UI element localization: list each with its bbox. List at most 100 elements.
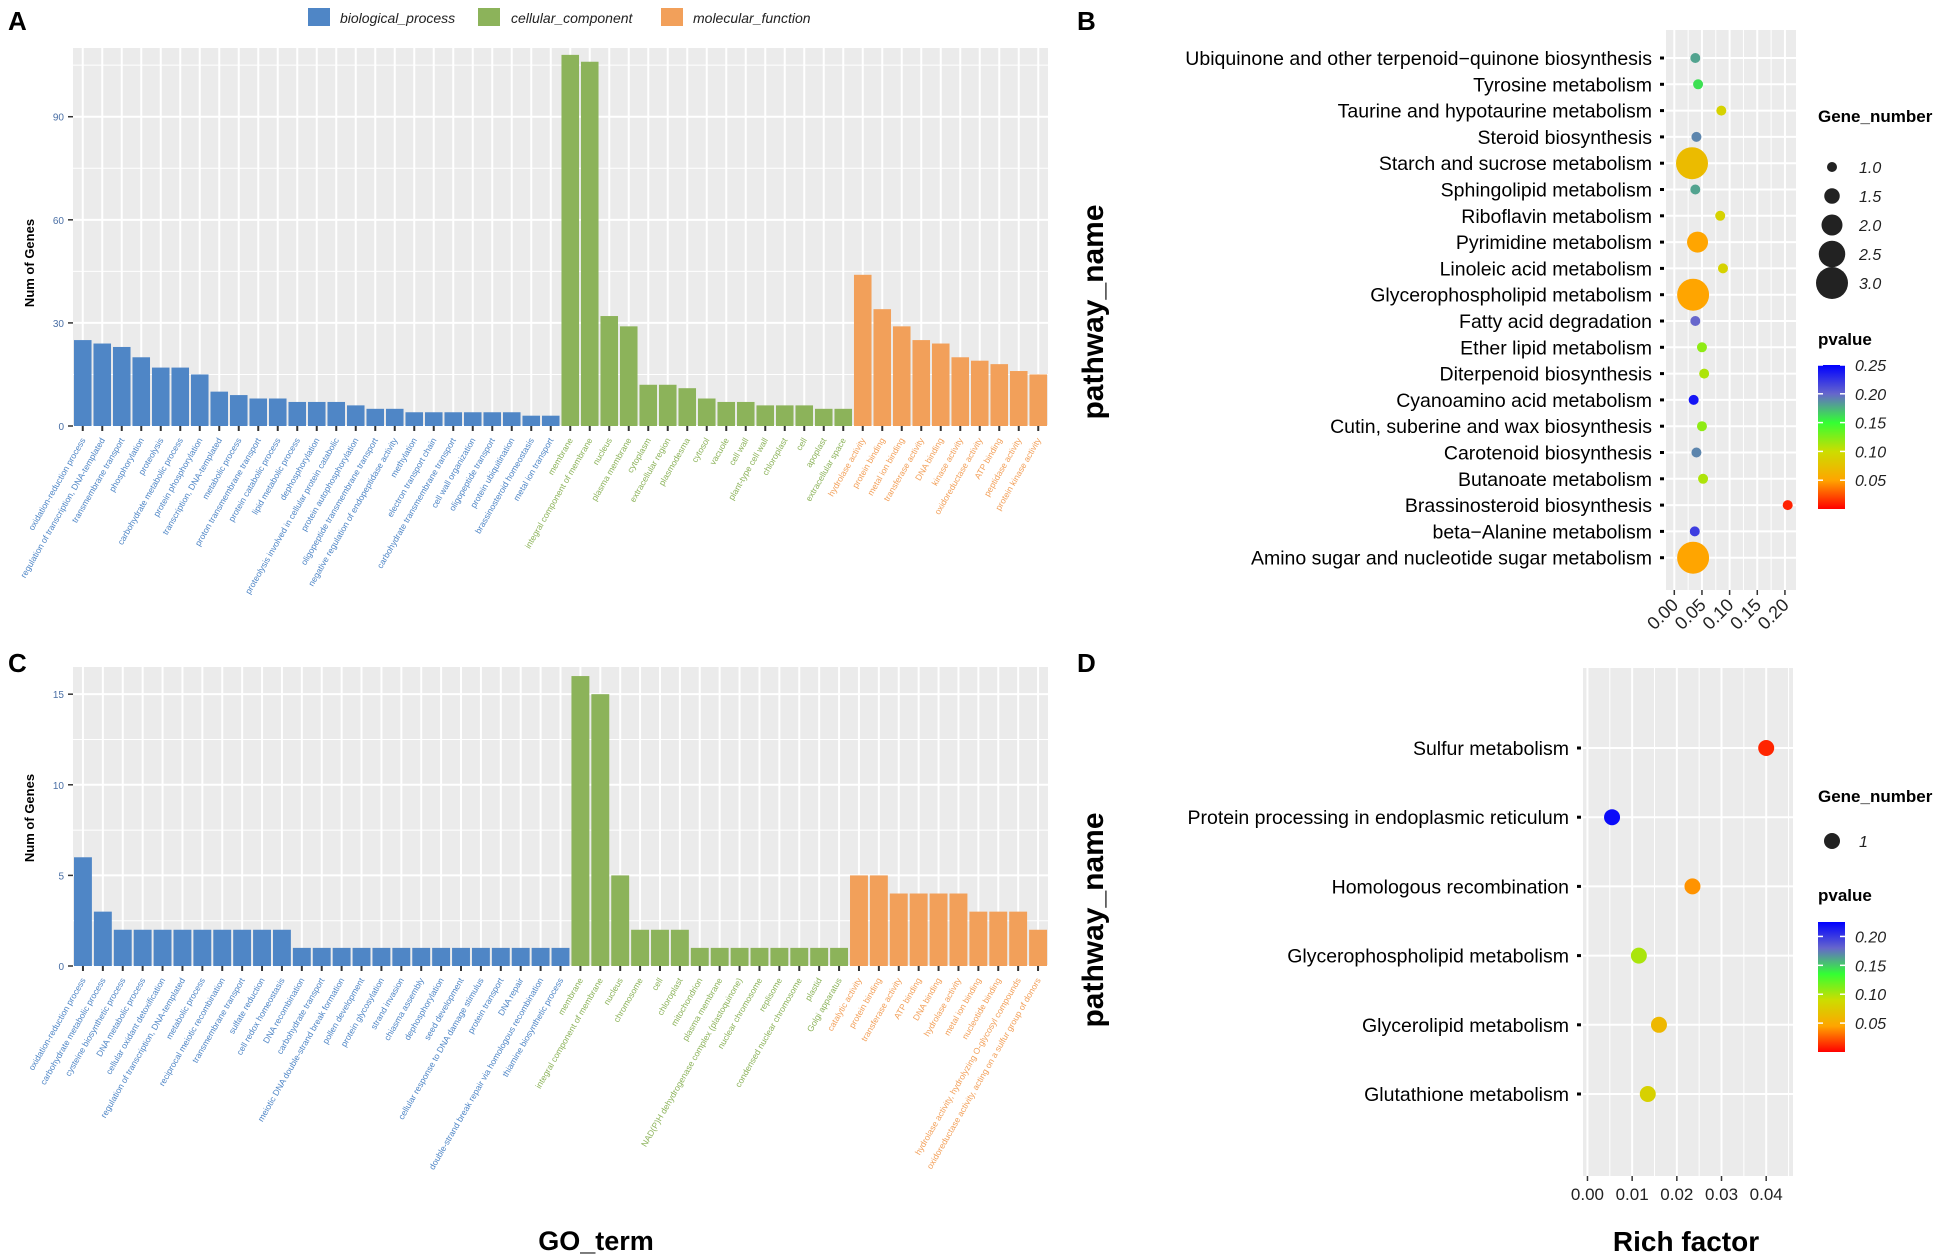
panel-c-bars	[73, 676, 1048, 966]
bar-methylation	[405, 412, 424, 426]
x-tick-label-cell: cell	[794, 436, 809, 452]
point-ether-lipid-metabolism	[1696, 342, 1707, 353]
bar-protein-binding	[873, 309, 892, 426]
y-tick-label: 60	[53, 216, 65, 227]
bar-pollen-development	[352, 947, 371, 966]
pathway-label-glutathione-metabolism: Glutathione metabolism	[1364, 1084, 1569, 1106]
bar-membrane	[571, 676, 590, 966]
legend-label-biological-process: biological_process	[340, 10, 455, 26]
y-tick-label: 5	[58, 871, 64, 882]
panel-d-y-label: pathway_name	[1077, 812, 1110, 1027]
bar-plasma-membrane	[619, 326, 638, 426]
point-brassinosteroid-biosynthesis	[1782, 500, 1793, 511]
bar-protein-glycosylation	[372, 947, 391, 966]
bar-transmembrane-transport	[112, 346, 131, 426]
pathway-label-cutin-suberine-and-wax-biosynthesis: Cutin, suberine and wax biosynthesis	[1330, 416, 1652, 438]
bar-atp-binding	[990, 364, 1009, 426]
bar-cell-redox-homeostasis	[272, 929, 291, 966]
y-tick-label: 30	[53, 319, 65, 330]
bar-mitochondrion	[690, 947, 709, 966]
panel-c-y-label: Num of Genes	[22, 774, 37, 862]
bar-catalytic-activity	[850, 875, 868, 966]
bar-integral-component-of-membrane	[580, 61, 599, 426]
point-taurine-and-hypotaurine-metabolism	[1716, 105, 1727, 116]
bar-lipid-metabolic-process	[288, 401, 307, 426]
bar-transmembrane-transport	[233, 929, 252, 966]
y-tick-label: 0	[58, 422, 64, 433]
size-legend-label: 1.5	[1859, 189, 1881, 206]
point-riboflavin-metabolism	[1715, 210, 1726, 221]
bar-strand-invasion	[392, 947, 411, 966]
panel-c-x-axis: oxidation-reduction processcarbohydrate …	[26, 966, 1043, 1171]
point-sulfur-metabolism	[1758, 740, 1775, 756]
pathway-label-butanoate-metabolism: Butanoate metabolism	[1458, 469, 1652, 491]
color-legend-label: 0.25	[1855, 358, 1886, 375]
point-protein-processing-in-endoplasmic-reticulum	[1604, 809, 1621, 826]
bar-proton-transmembrane-transport	[249, 398, 268, 426]
color-legend-label: 0.20	[1855, 387, 1886, 404]
panel-b-size-legend-title: Gene_number	[1818, 107, 1933, 126]
point-steroid-biosynthesis	[1691, 131, 1702, 142]
bar-metal-ion-binding	[969, 911, 988, 966]
point-fatty-acid-degradation	[1690, 316, 1701, 326]
bar-cell	[651, 929, 669, 966]
bar-cell-wall	[736, 401, 755, 426]
panel-d-background	[1583, 668, 1793, 1176]
bar-plasmodesma	[678, 388, 697, 426]
bar-sulfate-reduction	[253, 929, 271, 966]
point-linoleic-acid-metabolism	[1717, 263, 1728, 274]
panel-b-points	[1676, 53, 1793, 574]
point-cutin-suberine-and-wax-biosynthesis	[1696, 421, 1707, 432]
point-cyanoamino-acid-metabolism	[1688, 394, 1699, 405]
bar-cysteine-biosynthetic-process	[113, 929, 132, 966]
panel-b-size-legend: 1.0 1.5 2.0 2.5 3.0	[1816, 160, 1881, 299]
point-beta-alanine-metabolism	[1689, 526, 1700, 537]
panel-label-b: B	[1077, 6, 1096, 36]
point-homologous-recombination	[1684, 878, 1701, 895]
pathway-label-sulfur-metabolism: Sulfur metabolism	[1413, 738, 1569, 760]
bar-metabolic-process	[229, 395, 248, 426]
bar-protein-transport	[491, 947, 510, 966]
bar-nucleotide-binding	[989, 911, 1008, 966]
panel-b-dot-plot: Ubiquinone and other terpenoid−quinone b…	[1077, 30, 1933, 634]
bar-protein-phosphorylation	[190, 374, 209, 426]
point-butanoate-metabolism	[1698, 473, 1709, 484]
x-tick-label: 0.00	[1571, 1185, 1604, 1204]
x-tick-label: 0.02	[1660, 1185, 1693, 1204]
size-legend-dot	[1821, 214, 1843, 236]
bar-dna-recombination	[292, 947, 311, 966]
pathway-label-ether-lipid-metabolism: Ether lipid metabolism	[1460, 337, 1652, 359]
point-starch-and-sucrose-metabolism	[1676, 147, 1708, 180]
panel-b-color-ticks: 0.25 0.20 0.15 0.10 0.05	[1818, 358, 1886, 490]
panel-d-dot-plot: Sulfur metabolism Protein processing in e…	[1077, 668, 1933, 1257]
panel-label-d: D	[1077, 648, 1096, 678]
bar-transferase-activity	[912, 340, 931, 426]
panel-d-x-label: Rich factor	[1613, 1226, 1759, 1257]
size-legend-label: 3.0	[1859, 276, 1881, 293]
x-tick-label: 0.20	[1754, 595, 1793, 634]
bar-cytoplasm	[639, 384, 658, 426]
legend-swatch-cellular-component	[478, 8, 500, 26]
bar-chromosome	[631, 929, 650, 966]
bar-replisome	[770, 947, 789, 966]
bar-carbohydrate-metabolic-process	[93, 911, 112, 966]
point-ubiquinone-and-other-terpenoid-quinone-biosynthesis	[1690, 53, 1701, 63]
bar-protein-ubiquitination	[502, 412, 521, 426]
bar-regulation-of-transcription-dna-templated	[93, 343, 112, 426]
bar-dna-binding	[929, 893, 948, 966]
panel-d-size-legend: 1	[1824, 833, 1868, 851]
panel-d-pathway-labels: Sulfur metabolism Protein processing in e…	[1187, 738, 1581, 1106]
panel-b-legend: Gene_number 1.01.52.02.53.0 pvalue 0.250…	[1816, 107, 1933, 509]
bar-metal-ion-binding	[892, 326, 911, 426]
shared-x-label-go-term: GO_term	[538, 1226, 654, 1256]
point-glycerolipid-metabolism	[1650, 1016, 1667, 1033]
pathway-label-glycerolipid-metabolism: Glycerolipid metabolism	[1362, 1015, 1569, 1037]
bar-dna-binding	[931, 343, 950, 426]
bar-transferase-activity	[889, 893, 908, 966]
bar-nad-p-h-dehydrogenase-complex-plastoquinone	[730, 947, 749, 966]
bar-kinase-activity	[951, 357, 970, 426]
y-tick-label: 90	[53, 113, 65, 124]
color-legend-label: 0.05	[1855, 1016, 1886, 1033]
bar-regulation-of-transcription-dna-templated	[173, 929, 192, 966]
